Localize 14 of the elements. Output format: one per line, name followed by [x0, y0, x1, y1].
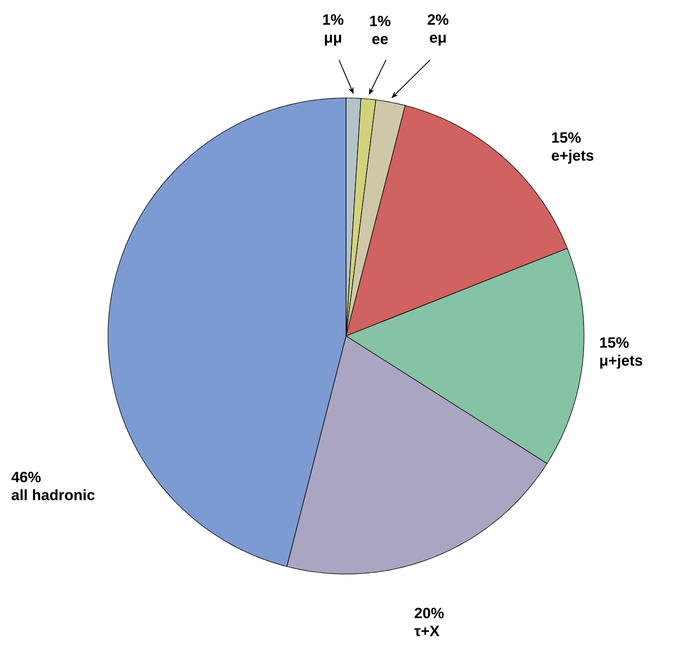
- data-label: 1%: [323, 14, 344, 25]
- data-label: 2%: [428, 14, 448, 25]
- data-label: 1%: [370, 16, 390, 26]
- slice-label: all hadronic: [12, 489, 95, 500]
- slice-label: τ+X: [414, 626, 440, 636]
- data-label: 46%: [11, 472, 41, 482]
- data-label: 15%: [552, 132, 581, 143]
- slice-label: e+jets: [552, 150, 594, 164]
- slice-label: μ+jets: [600, 354, 642, 369]
- slice-label: eμ: [430, 34, 446, 46]
- data-label: 15%: [600, 337, 629, 348]
- slice-label: ee: [372, 36, 388, 44]
- data-label: 20%: [414, 608, 444, 618]
- slice-label: μμ: [324, 34, 342, 46]
